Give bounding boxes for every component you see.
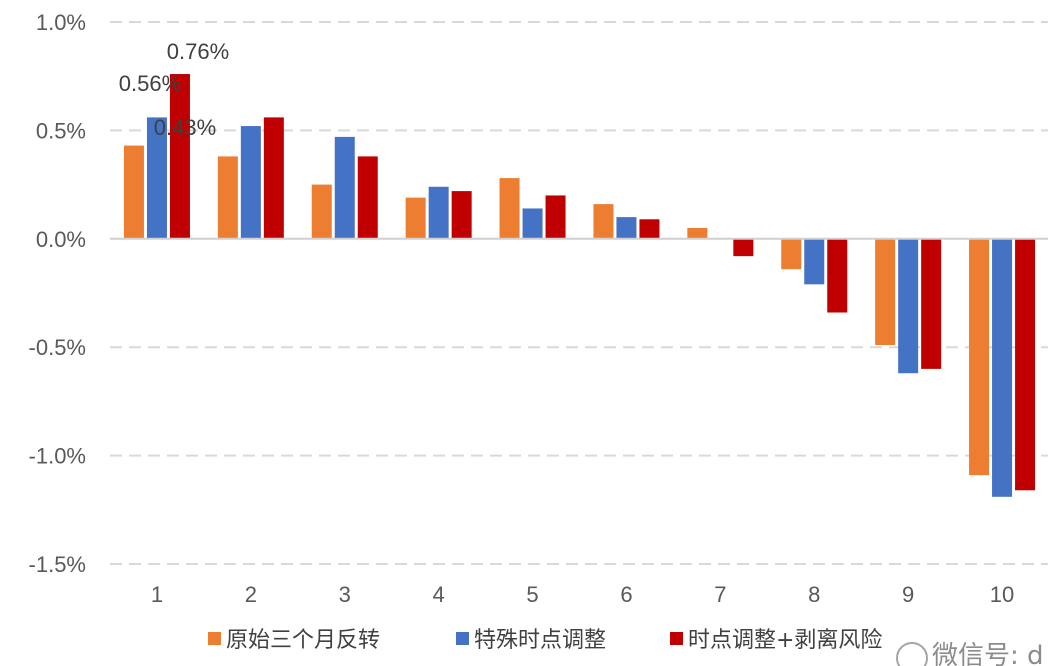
y-tick-label: -0.5% [29, 335, 86, 360]
bar-s1-c1 [123, 145, 144, 239]
bar-s1-c3 [311, 184, 332, 239]
bar-s2-c2 [240, 126, 261, 239]
legend: 原始三个月反转 特殊时点调整 时点调整+剥离风险 [208, 628, 882, 653]
bar-s3-c1 [169, 74, 190, 239]
legend-swatch [208, 632, 221, 645]
wechat-icon [896, 642, 928, 666]
bar-s2-c3 [334, 136, 355, 239]
legend-label: 原始三个月反转 [226, 628, 380, 653]
x-tick-label: 2 [245, 582, 257, 607]
bar-s2-c8 [804, 238, 825, 285]
bar-s1-c4 [405, 197, 426, 239]
x-tick-label: 8 [808, 582, 820, 607]
x-tick-label: 3 [339, 582, 351, 607]
x-tick-label: 4 [433, 582, 445, 607]
data-labels: 0.43% 0.56% 0.76% [119, 39, 229, 140]
legend-swatch [456, 632, 469, 645]
data-label: 0.76% [167, 39, 229, 64]
watermark-label: 微信号: d [932, 641, 1044, 666]
watermark: 微信号: d [896, 641, 1044, 666]
x-tick-label: 10 [990, 582, 1014, 607]
bar-s1-c6 [593, 204, 614, 239]
bar-s3-c9 [921, 238, 942, 369]
bar-s3-c10 [1015, 238, 1036, 491]
bar-s3-c4 [451, 191, 472, 239]
legend-label: 特殊时点调整 [474, 628, 606, 653]
x-tick-label: 9 [902, 582, 914, 607]
bar-s3-c5 [545, 195, 566, 239]
x-tick-label: 6 [620, 582, 632, 607]
bar-s3-c3 [357, 156, 378, 239]
y-tick-label: -1.0% [29, 444, 86, 469]
bar-s1-c10 [969, 238, 990, 476]
bar-s2-c5 [522, 208, 543, 239]
x-tick-label: 1 [151, 582, 163, 607]
bar-s3-c7 [733, 238, 754, 257]
bar-s1-c2 [217, 156, 238, 239]
y-tick-label: 0.0% [36, 227, 86, 252]
x-tick-label: 7 [714, 582, 726, 607]
x-axis-tick-labels: 1 2 3 4 5 6 7 8 9 10 [151, 582, 1014, 607]
legend-label: 时点调整+剥离风险 [688, 628, 882, 653]
bar-s1-c8 [781, 238, 802, 270]
bar-s2-c1 [146, 117, 167, 239]
bar-s3-c2 [263, 117, 284, 239]
bar-s2-c9 [898, 238, 919, 374]
bar-s2-c10 [992, 238, 1013, 497]
data-label: 0.56% [119, 71, 181, 96]
bar-s2-c4 [428, 186, 449, 239]
bar-s1-c9 [875, 238, 896, 346]
bar-s1-c5 [499, 178, 520, 239]
legend-swatch [670, 632, 683, 645]
y-tick-label: -1.5% [29, 552, 86, 577]
y-axis-tick-labels: 1.0% 0.5% 0.0% -0.5% -1.0% -1.5% [29, 10, 86, 577]
bars [123, 74, 1036, 497]
x-tick-label: 5 [526, 582, 538, 607]
bar-s2-c6 [616, 217, 637, 239]
bar-s3-c8 [827, 238, 848, 313]
y-tick-label: 1.0% [36, 10, 86, 35]
bar-s3-c6 [639, 219, 660, 239]
y-tick-label: 0.5% [36, 118, 86, 143]
bar-s1-c7 [687, 227, 708, 239]
data-label: 0.43% [154, 115, 216, 140]
